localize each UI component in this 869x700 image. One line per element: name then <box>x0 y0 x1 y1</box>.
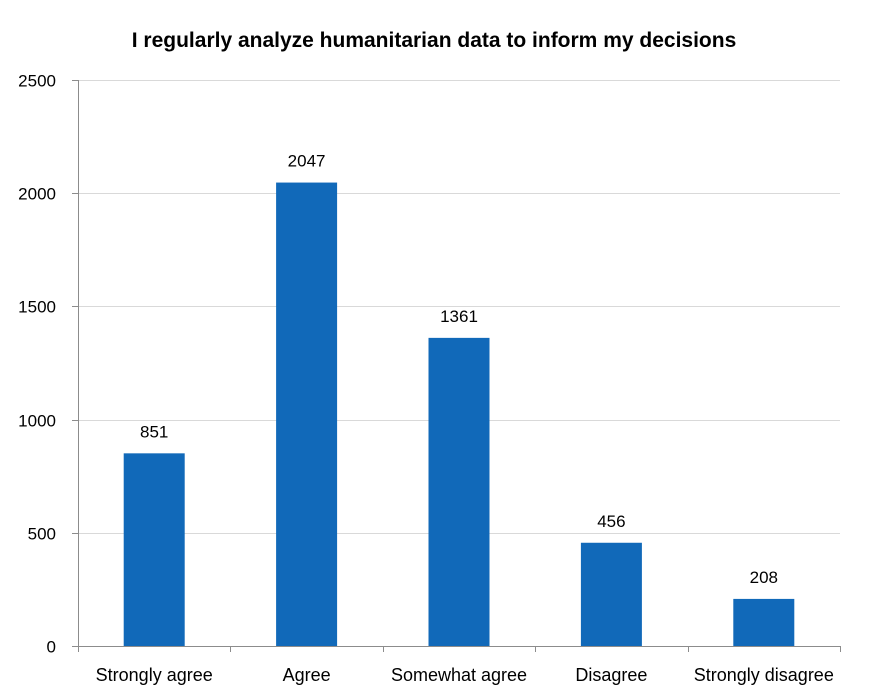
data-label: 2047 <box>288 152 326 171</box>
category-label: Disagree <box>575 665 647 685</box>
data-labels: 851 2047 1361 456 208 <box>140 152 778 587</box>
category-label: Strongly agree <box>96 665 213 685</box>
bar <box>123 453 185 646</box>
chart-title: I regularly analyze humanitarian data to… <box>132 29 737 52</box>
data-label: 456 <box>597 512 625 531</box>
category-labels: Strongly agree Agree Somewhat agree Disagre… <box>96 665 834 685</box>
category-label: Somewhat agree <box>391 665 527 685</box>
y-tick-label: 1500 <box>18 298 56 317</box>
bar <box>276 182 338 646</box>
y-tick-label: 500 <box>28 525 56 544</box>
bar <box>733 598 795 646</box>
gridlines <box>78 80 840 534</box>
category-label: Strongly disagree <box>694 665 834 685</box>
y-axis-ticks: 0 500 1000 1500 2000 2500 <box>18 72 78 657</box>
data-label: 208 <box>750 568 778 587</box>
y-tick-label: 1000 <box>18 412 56 431</box>
y-tick-label: 2500 <box>18 72 56 91</box>
data-label: 1361 <box>440 307 478 326</box>
bars <box>123 182 795 646</box>
bar <box>428 337 490 646</box>
y-tick-label: 2000 <box>18 185 56 204</box>
bar <box>580 542 642 646</box>
axes <box>78 80 841 652</box>
data-label: 851 <box>140 422 168 441</box>
y-tick-label: 0 <box>47 638 56 657</box>
category-label: Agree <box>283 665 331 685</box>
